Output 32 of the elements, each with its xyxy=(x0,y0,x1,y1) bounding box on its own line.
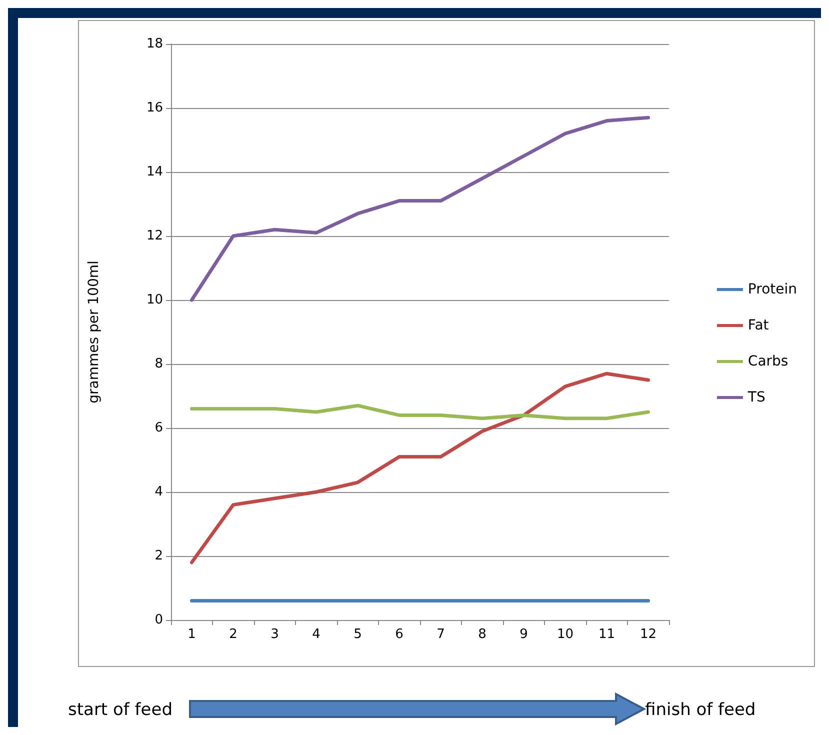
y-tick-label: 12 xyxy=(146,228,163,244)
y-axis-title: grammes per 100ml xyxy=(86,260,102,404)
line-series xyxy=(190,116,650,302)
x-tick-label: 6 xyxy=(395,627,404,642)
legend-label: TS xyxy=(746,390,766,406)
y-tick-label: 18 xyxy=(146,36,163,52)
y-tick-label: 2 xyxy=(154,548,163,564)
y-tick-label: 14 xyxy=(146,164,163,180)
legend-label: Fat xyxy=(748,318,770,334)
y-tick-label: 8 xyxy=(154,356,163,372)
y-tick-label: 10 xyxy=(146,292,163,308)
text: finish of feed xyxy=(645,700,756,720)
legend-label: Carbs xyxy=(748,354,788,370)
line-series xyxy=(190,372,650,564)
x-tick-label: 11 xyxy=(598,627,616,642)
line-series xyxy=(190,404,650,420)
x-tick-label: 4 xyxy=(312,627,320,642)
x-tick-label: 1 xyxy=(188,627,196,642)
x-tick-label: 9 xyxy=(520,627,528,642)
x-tick-label: 7 xyxy=(436,627,445,642)
y-tick-label: 4 xyxy=(154,484,163,500)
y-tick-label: 6 xyxy=(154,420,163,436)
legend-label: Protein xyxy=(748,282,798,298)
x-tick-label: 2 xyxy=(229,627,238,642)
x-tick-label: 3 xyxy=(270,627,279,642)
y-tick-label: 16 xyxy=(146,100,163,116)
y-tick-label: 0 xyxy=(154,612,163,628)
x-tick-label: 12 xyxy=(640,627,657,642)
x-tick-label: 10 xyxy=(556,627,574,642)
x-tick-label: 5 xyxy=(354,627,362,642)
x-tick-label: 8 xyxy=(478,627,486,642)
text: start of feed xyxy=(68,700,172,720)
